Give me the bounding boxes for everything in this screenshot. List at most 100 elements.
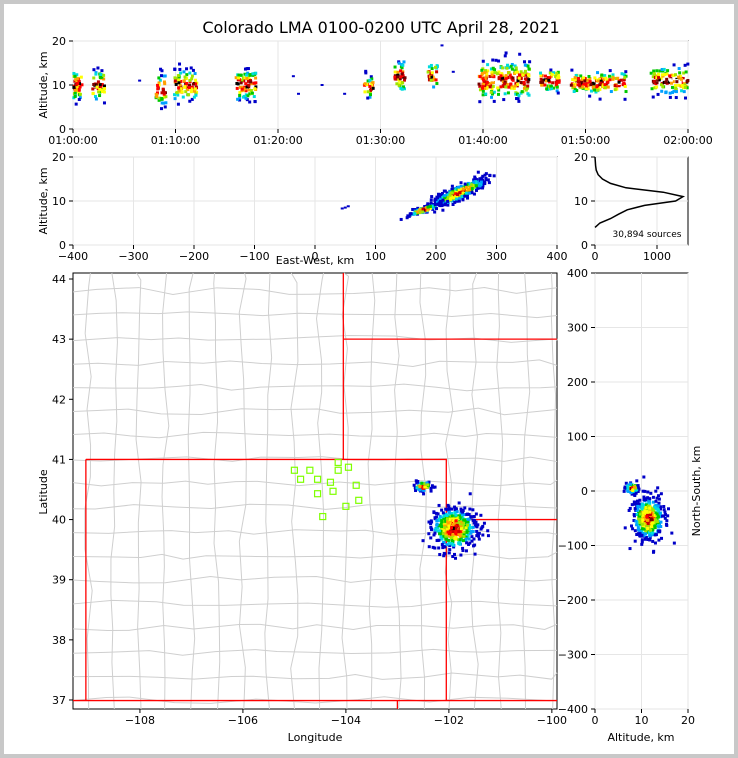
y-tick-label: 38 bbox=[52, 634, 66, 647]
y-tick-label: −200 bbox=[558, 594, 588, 607]
time-height-point bbox=[591, 81, 595, 85]
time-height-point bbox=[247, 75, 251, 79]
station-marker bbox=[342, 502, 350, 510]
plan-view-point bbox=[435, 522, 439, 526]
north-south-point bbox=[655, 496, 659, 500]
time-height-point bbox=[657, 78, 661, 82]
time-height-point bbox=[364, 71, 368, 75]
time-height-point bbox=[236, 97, 240, 101]
plan-view-point bbox=[481, 533, 485, 537]
north-south-point bbox=[637, 502, 641, 506]
plan-view-point bbox=[455, 537, 459, 541]
plan-view-point bbox=[448, 518, 452, 522]
time-height-point bbox=[675, 80, 679, 84]
east-west-point bbox=[436, 192, 440, 196]
north-south-point bbox=[672, 541, 676, 545]
time-height-point bbox=[555, 89, 559, 93]
state-boundaries bbox=[73, 273, 557, 709]
north-south-point bbox=[630, 492, 634, 496]
plan-view-point bbox=[466, 517, 470, 521]
time-height-point bbox=[515, 92, 519, 96]
time-height-point bbox=[245, 73, 249, 77]
time-height-point bbox=[505, 66, 509, 70]
time-height-point bbox=[613, 88, 617, 92]
time-height-point bbox=[98, 94, 102, 98]
time-height-point bbox=[365, 82, 369, 86]
station-marker bbox=[313, 475, 322, 483]
time-height-points bbox=[72, 44, 690, 111]
time-height-point bbox=[179, 79, 183, 83]
north-south-ylabel: North-South, km bbox=[690, 446, 703, 537]
time-height-point bbox=[617, 80, 621, 84]
station-marker bbox=[352, 481, 360, 489]
time-height-point bbox=[190, 97, 194, 101]
time-height-point bbox=[402, 60, 406, 64]
north-south-point bbox=[632, 513, 636, 517]
time-height-point bbox=[393, 70, 397, 74]
plan-view-point bbox=[446, 538, 450, 542]
time-height-point bbox=[604, 76, 608, 80]
east-west-point bbox=[426, 207, 430, 211]
east-west-point bbox=[450, 187, 454, 191]
east-west-point bbox=[470, 187, 474, 191]
county-line bbox=[72, 383, 558, 392]
east-west-point bbox=[340, 207, 344, 210]
north-south-point bbox=[635, 533, 639, 537]
north-south-point bbox=[663, 516, 667, 520]
time-height-point bbox=[593, 76, 597, 80]
y-tick-label: 37 bbox=[52, 694, 66, 707]
time-height-point bbox=[606, 85, 610, 89]
plan-view-point bbox=[440, 537, 444, 541]
north-south-point bbox=[646, 504, 650, 508]
time-height-point bbox=[177, 89, 181, 93]
plan-view-point bbox=[425, 481, 429, 485]
north-south-point bbox=[633, 500, 637, 504]
east-west-point bbox=[452, 196, 456, 200]
east-west-point bbox=[343, 206, 347, 209]
plan-view-point bbox=[442, 529, 446, 533]
x-tick-label: 01:50:00 bbox=[561, 134, 610, 147]
plan-view-point bbox=[472, 537, 476, 541]
time-height-point bbox=[427, 78, 431, 82]
time-height-point bbox=[173, 67, 177, 71]
time-height-point bbox=[651, 95, 655, 99]
station-marker bbox=[334, 458, 342, 467]
time-height-point bbox=[673, 84, 677, 88]
time-height-point bbox=[485, 86, 489, 90]
time-height-point bbox=[185, 81, 189, 85]
plan-view-point bbox=[438, 514, 442, 518]
east-west-point bbox=[418, 210, 422, 214]
time-height-point bbox=[574, 73, 578, 77]
time-height-point bbox=[164, 95, 168, 99]
time-height-point bbox=[490, 95, 494, 99]
x-tick-label: 400 bbox=[547, 250, 568, 263]
time-height-point bbox=[655, 69, 659, 73]
east-west-point bbox=[465, 194, 469, 198]
east-west-point bbox=[416, 210, 420, 214]
time-height-point bbox=[490, 71, 494, 75]
time-height-point bbox=[499, 66, 503, 70]
time-height-point bbox=[600, 73, 604, 77]
time-height-point bbox=[73, 94, 77, 98]
time-height-point bbox=[160, 107, 164, 111]
east-west-point bbox=[431, 206, 435, 210]
time-height-point bbox=[188, 71, 192, 75]
time-height-point bbox=[179, 87, 183, 91]
east-west-point bbox=[457, 188, 461, 192]
x-tick-label: 100 bbox=[365, 250, 386, 263]
east-west-point bbox=[484, 172, 488, 176]
time-height-point bbox=[481, 59, 485, 63]
plan-view-point bbox=[445, 517, 449, 521]
station-marker bbox=[326, 478, 335, 486]
north-south-point bbox=[653, 526, 657, 530]
east-west-point bbox=[455, 195, 459, 199]
north-south-xlabel: Altitude, km bbox=[607, 731, 674, 744]
north-south-point bbox=[654, 518, 658, 522]
time-height-point bbox=[194, 78, 198, 82]
plan-view-point bbox=[433, 485, 437, 489]
time-height-point bbox=[191, 82, 195, 86]
county-line bbox=[72, 576, 558, 584]
time-height-point bbox=[517, 99, 521, 103]
plan-view-point bbox=[471, 544, 475, 548]
time-height-point bbox=[75, 77, 79, 81]
